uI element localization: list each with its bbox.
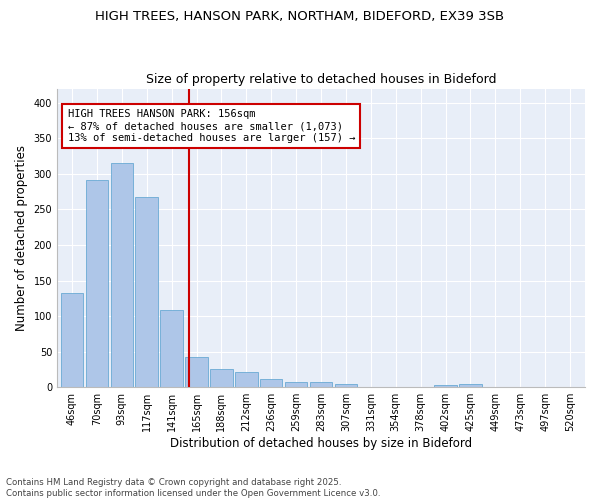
Bar	[434, 385, 457, 387]
Text: HIGH TREES, HANSON PARK, NORTHAM, BIDEFORD, EX39 3SB: HIGH TREES, HANSON PARK, NORTHAM, BIDEFO…	[95, 10, 505, 23]
Bar	[335, 384, 357, 387]
Bar	[61, 294, 83, 387]
Bar	[210, 370, 233, 387]
X-axis label: Distribution of detached houses by size in Bideford: Distribution of detached houses by size …	[170, 437, 472, 450]
Bar	[285, 382, 307, 387]
Text: Contains HM Land Registry data © Crown copyright and database right 2025.
Contai: Contains HM Land Registry data © Crown c…	[6, 478, 380, 498]
Bar	[160, 310, 183, 387]
Bar	[235, 372, 257, 387]
Bar	[310, 382, 332, 387]
Bar	[136, 196, 158, 387]
Bar	[185, 356, 208, 387]
Bar	[110, 163, 133, 387]
Title: Size of property relative to detached houses in Bideford: Size of property relative to detached ho…	[146, 73, 496, 86]
Bar	[459, 384, 482, 387]
Bar	[86, 180, 108, 387]
Text: HIGH TREES HANSON PARK: 156sqm
← 87% of detached houses are smaller (1,073)
13% : HIGH TREES HANSON PARK: 156sqm ← 87% of …	[68, 110, 355, 142]
Y-axis label: Number of detached properties: Number of detached properties	[15, 145, 28, 331]
Bar	[260, 380, 283, 387]
